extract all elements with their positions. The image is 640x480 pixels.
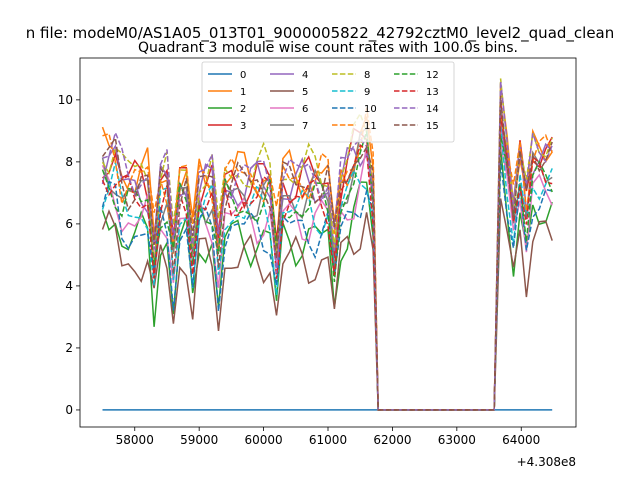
x-tick-label: 64000 — [502, 433, 540, 447]
legend-label-11: 11 — [364, 121, 377, 132]
y-axis: 0 2 4 6 8 10 — [58, 93, 80, 417]
legend-label-12: 12 — [426, 70, 439, 81]
legend-label-6: 6 — [302, 104, 308, 115]
legend-frame — [201, 61, 455, 143]
y-tick-label: 2 — [65, 341, 73, 355]
x-tick-label: 60000 — [244, 433, 282, 447]
legend-label-2: 2 — [240, 104, 246, 115]
legend-label-0: 0 — [240, 70, 246, 81]
y-tick-label: 4 — [65, 279, 73, 293]
figure-suptitle: n file: modeM0/AS1A05_013T01_9000005822_… — [26, 24, 615, 43]
x-offset-label: +4.308e8 — [517, 455, 576, 469]
y-tick-label: 0 — [65, 403, 73, 417]
legend-label-15: 15 — [426, 121, 439, 132]
y-tick-label: 10 — [58, 93, 73, 107]
legend-label-3: 3 — [240, 121, 246, 132]
x-tick-label: 63000 — [438, 433, 476, 447]
legend-label-1: 1 — [240, 87, 246, 98]
x-tick-label: 62000 — [373, 433, 411, 447]
x-tick-label: 61000 — [309, 433, 347, 447]
legend-label-14: 14 — [426, 104, 439, 115]
x-tick-label: 59000 — [180, 433, 218, 447]
y-tick-label: 6 — [65, 217, 73, 231]
series-line-12 — [101, 131, 553, 411]
legend-label-7: 7 — [302, 121, 308, 132]
plot-area — [101, 78, 553, 411]
y-tick-label: 8 — [65, 155, 73, 169]
legend-label-8: 8 — [364, 70, 370, 81]
legend-label-13: 13 — [426, 87, 439, 98]
legend-label-9: 9 — [364, 87, 370, 98]
legend-label-10: 10 — [364, 104, 377, 115]
x-tick-label: 58000 — [116, 433, 154, 447]
chart-title: Quadrant 3 module wise count rates with … — [138, 40, 518, 56]
legend-label-5: 5 — [302, 87, 308, 98]
legend-label-4: 4 — [302, 70, 308, 81]
series-line-15 — [101, 95, 553, 411]
x-axis: 58000 59000 60000 61000 62000 63000 64000 — [116, 427, 540, 447]
